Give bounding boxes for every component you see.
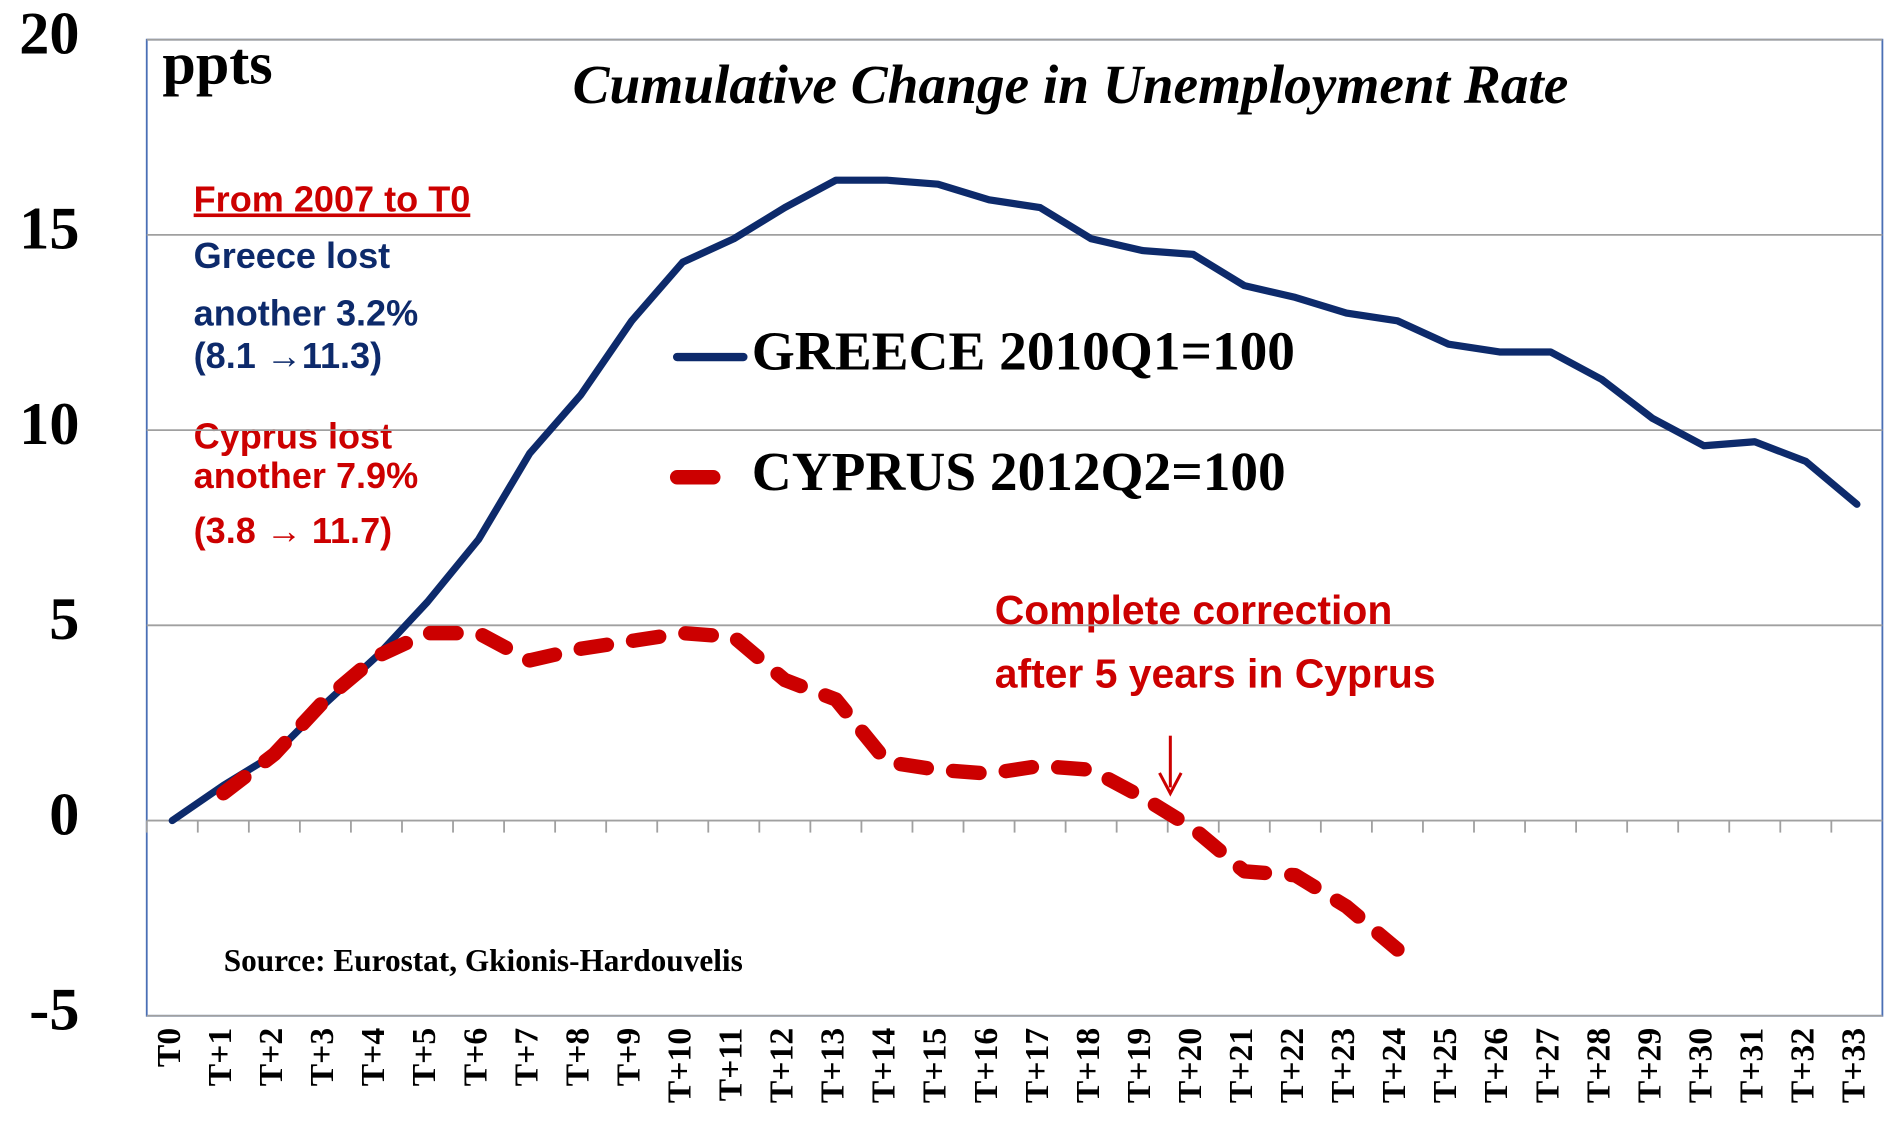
x-tick-label: T+15 [917,1028,954,1103]
annotation-heading: From 2007 to T0 [194,178,471,219]
x-tick-label: T+11 [713,1028,750,1101]
x-tick-label: T+17 [1019,1028,1056,1103]
y-tick-label: 15 [19,196,79,263]
x-tick-label: T+29 [1631,1028,1668,1103]
x-tick-label: T+26 [1478,1028,1515,1103]
x-tick-label: T+4 [355,1028,392,1087]
x-tick-label: T+30 [1682,1028,1719,1103]
x-tick-label: T+25 [1427,1028,1464,1103]
annotation: another 3.2% [194,293,419,334]
x-tick-label: T+27 [1529,1028,1566,1103]
x-tick-label: T+31 [1733,1028,1770,1103]
x-tick-label: T+8 [559,1028,596,1086]
x-tick-label: T+19 [1121,1028,1158,1103]
x-tick-label: T+32 [1785,1028,1822,1103]
x-tick-label: T+9 [610,1028,647,1086]
x-tick-label: T+22 [1274,1028,1311,1103]
x-tick-label: T+5 [406,1028,443,1086]
y-tick-label: 5 [49,586,79,653]
legend-label: GREECE 2010Q1=100 [752,321,1295,382]
annotation: Cyprus lost [194,415,392,456]
y-axis-label: ppts [162,31,272,98]
x-tick-label: T+18 [1070,1028,1107,1103]
annotation: another 7.9% [194,455,419,496]
y-tick-label: 10 [19,391,79,458]
annotation: after 5 years in Cyprus [995,651,1436,697]
y-tick-label: 0 [49,781,79,848]
x-tick-label: T+10 [661,1028,698,1103]
x-tick-label: T0 [151,1028,188,1067]
x-tick-label: T+2 [253,1028,290,1086]
annotation: (3.8 → 11.7) [194,510,393,551]
annotation: Greece lost [194,235,391,276]
y-tick-label: -5 [29,977,79,1044]
x-tick-label: T+14 [866,1028,903,1103]
x-tick-label: T+7 [508,1028,545,1086]
legend-label: CYPRUS 2012Q2=100 [752,441,1286,502]
x-tick-label: T+20 [1172,1028,1209,1103]
x-tick-label: T+1 [202,1028,239,1086]
x-tick-label: T+13 [815,1028,852,1103]
x-tick-label: T+21 [1223,1028,1260,1103]
x-tick-label: T+3 [304,1028,341,1086]
series-line [168,176,1861,825]
x-tick-label: T+16 [968,1028,1005,1103]
x-tick-label: T+33 [1836,1028,1873,1103]
arrow-head [1158,772,1183,797]
x-tick-label: T+12 [764,1028,801,1103]
x-tick-label: T+24 [1376,1028,1413,1103]
x-tick-label: T+28 [1580,1028,1617,1103]
annotation: (8.1 →11.3) [194,335,382,376]
source: Source: Eurostat, Gkionis-Hardouvelis [224,943,743,978]
series-line [216,625,1405,957]
x-tick-label: T+6 [457,1028,494,1086]
y-tick-label: 20 [19,0,79,67]
x-tick-label: T+23 [1325,1028,1362,1103]
chart-title: Cumulative Change in Unemployment Rate [573,54,1569,115]
